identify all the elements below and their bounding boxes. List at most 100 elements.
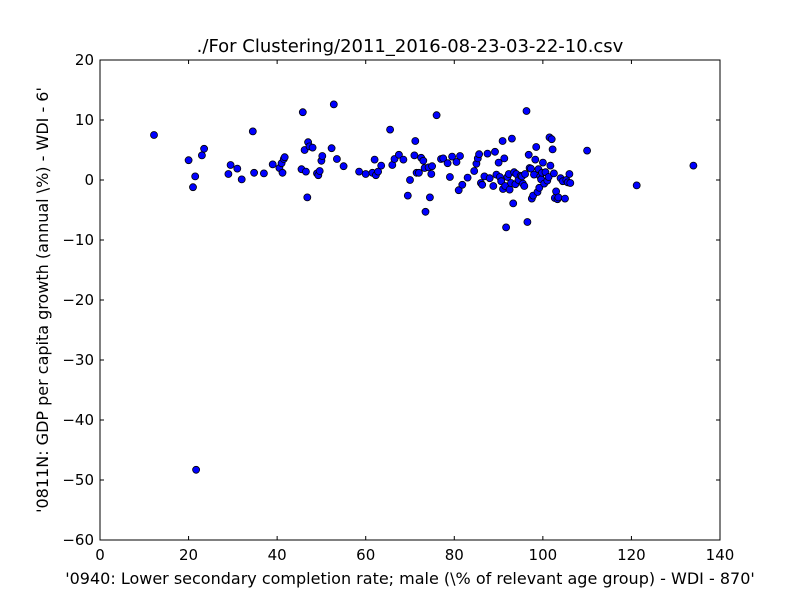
scatter-point xyxy=(463,173,472,182)
y-tick-label: −50 xyxy=(62,471,94,489)
scatter-point xyxy=(546,161,555,170)
scatter-point xyxy=(370,155,379,164)
scatter-point xyxy=(428,162,437,171)
scatter-point xyxy=(475,150,484,159)
scatter-point xyxy=(583,146,591,155)
scatter-point xyxy=(478,180,487,189)
scatter-point xyxy=(308,143,317,152)
scatter-point xyxy=(520,182,529,190)
scatter-point xyxy=(374,167,383,176)
scatter-point xyxy=(561,194,569,203)
scatter-point xyxy=(224,170,233,178)
scatter-point xyxy=(544,173,553,181)
y-axis-label: '0811N: GDP per capita growth (annual \%… xyxy=(33,87,52,513)
scatter-point xyxy=(250,168,259,177)
scatter-point xyxy=(200,144,209,153)
scatter-point xyxy=(531,155,540,164)
scatter-point xyxy=(535,183,544,192)
scatter-point xyxy=(489,182,498,190)
scatter-point xyxy=(507,134,516,143)
scatter-point xyxy=(470,167,479,175)
scatter-point xyxy=(632,181,641,190)
x-tick-label: 120 xyxy=(617,546,646,564)
scatter-point xyxy=(191,172,200,181)
scatter-point xyxy=(233,164,242,173)
scatter-point xyxy=(355,167,364,176)
scatter-point xyxy=(303,193,312,202)
x-tick-label: 60 xyxy=(356,546,375,564)
scatter-point xyxy=(197,151,206,160)
scatter-point xyxy=(523,218,532,226)
scatter-point xyxy=(521,170,529,178)
y-tick-label: −20 xyxy=(62,291,94,309)
scatter-point xyxy=(554,193,563,202)
scatter-point xyxy=(522,107,531,115)
scatter-point xyxy=(500,154,509,163)
scatter-point xyxy=(448,152,457,161)
x-tick-label: 100 xyxy=(529,546,558,564)
scatter-point xyxy=(327,144,336,153)
scatter-point xyxy=(318,152,327,160)
scatter-point xyxy=(329,100,338,109)
scatter-point xyxy=(498,137,507,145)
scatter-point xyxy=(278,168,287,177)
scatter-point xyxy=(445,173,454,181)
scatter-point xyxy=(494,158,503,167)
scatter-point xyxy=(454,186,463,195)
chart-title: ./For Clustering/2011_2016-08-23-03-22-1… xyxy=(197,36,624,57)
y-tick-label: 0 xyxy=(84,171,94,189)
y-tick-label: −40 xyxy=(62,411,94,429)
x-axis-label: '0940: Lower secondary completion rate; … xyxy=(65,569,755,588)
scatter-point xyxy=(419,156,428,165)
scatter-point xyxy=(406,176,414,184)
scatter-point xyxy=(394,150,403,159)
y-tick-label: −30 xyxy=(62,351,94,369)
scatter-point xyxy=(192,465,201,474)
x-tick-label: 80 xyxy=(445,546,464,564)
scatter-point xyxy=(150,131,158,139)
scatter-point xyxy=(315,167,324,175)
scatter-point xyxy=(456,152,464,160)
x-tick-label: 40 xyxy=(268,546,287,564)
scatter-point xyxy=(439,154,448,163)
scatter-point xyxy=(411,137,420,145)
scatter-point xyxy=(410,151,419,160)
axis-ticks xyxy=(99,59,721,541)
y-tick-label: −60 xyxy=(62,531,94,549)
scatter-point xyxy=(399,155,408,164)
scatter-point xyxy=(427,170,436,178)
scatter-point xyxy=(248,127,257,136)
scatter-point xyxy=(443,159,452,168)
scatter-point xyxy=(386,125,395,134)
plot-area xyxy=(99,59,721,541)
scatter-point xyxy=(332,155,341,163)
axis-tick-labels: 0 20 40 60 80 100 120 14020100−10−20−30−40−50−6… xyxy=(62,51,734,564)
scatter-point xyxy=(237,175,246,184)
scatter-point xyxy=(432,111,441,120)
scatter-point xyxy=(403,191,412,200)
scatter-point xyxy=(485,174,494,183)
scatter-point xyxy=(339,162,348,171)
scatter-point xyxy=(452,158,461,166)
scatter-point xyxy=(547,135,556,144)
scatter-point xyxy=(527,164,535,173)
scatter-point xyxy=(226,161,235,169)
data-points xyxy=(150,100,698,474)
scatter-point xyxy=(532,143,541,151)
scatter-point xyxy=(524,150,533,159)
scatter-point xyxy=(550,169,558,178)
scatter-point xyxy=(491,147,499,156)
scatter-point xyxy=(189,183,197,192)
scatter-point xyxy=(458,180,467,189)
scatter-point xyxy=(505,185,514,194)
scatter-point xyxy=(421,207,430,216)
scatter-point xyxy=(483,149,492,158)
scatter-point xyxy=(509,199,518,208)
scatter-point xyxy=(548,145,557,154)
y-tick-label: −10 xyxy=(62,231,94,249)
scatter-point xyxy=(259,169,268,178)
x-tick-label: 20 xyxy=(179,546,198,564)
scatter-point xyxy=(414,168,423,177)
scatter-point xyxy=(184,156,193,165)
